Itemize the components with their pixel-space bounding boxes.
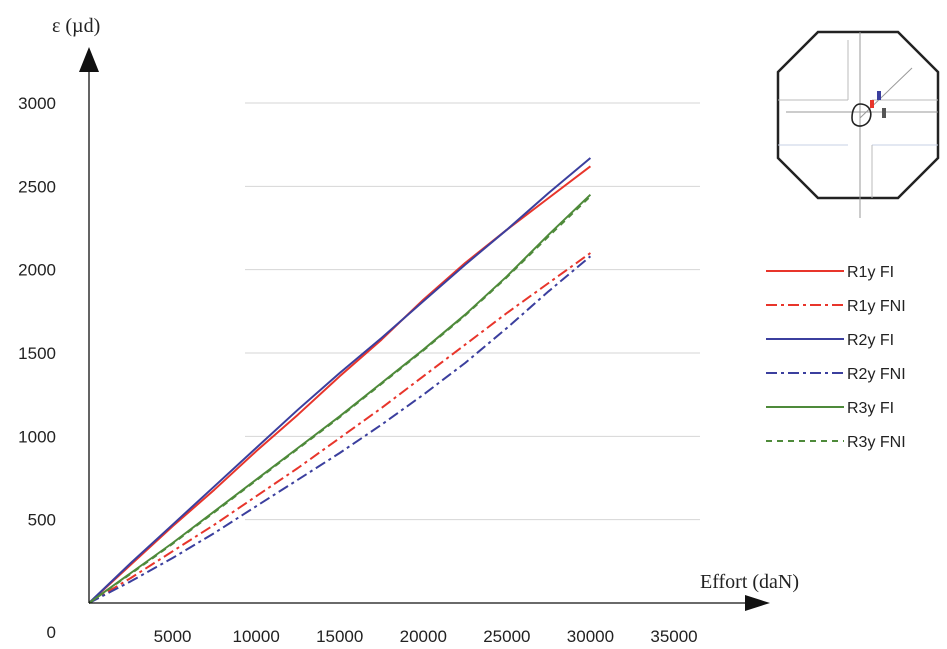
y-axis-title: ε (µd) [52,15,100,37]
series-line-4 [88,193,592,604]
x-tick-label-5: 30000 [567,627,614,646]
hole-outline [851,103,872,127]
y-tick-label-5: 2500 [18,177,56,196]
y-tick-label-3: 1500 [18,344,56,363]
octagon-outline [776,30,940,200]
series-line-5 [88,195,592,604]
x-tick-label-3: 20000 [400,627,447,646]
y-tick-labels: 0 500 1000 1500 2000 2500 3000 [18,94,56,642]
x-tick-label-2: 15000 [316,627,363,646]
x-tick-label-1: 10000 [233,627,280,646]
axes [79,47,770,611]
series-lines [88,157,592,604]
legend-label-2: R2y FI [847,332,894,349]
gauge-r3-mark [882,108,886,118]
y-tick-label-4: 2000 [18,261,56,280]
y-tick-label-6: 3000 [18,94,56,113]
x-tick-label-0: 5000 [154,627,192,646]
x-tick-label-6: 35000 [650,627,697,646]
series-line-2 [88,157,592,604]
y-tick-label-1: 500 [28,511,56,530]
x-axis-arrow [745,595,770,611]
series-line-3 [88,255,592,604]
gauge-r2-mark [877,91,881,100]
series-line-0 [88,165,592,604]
gauge-r1-mark [870,100,874,108]
legend-label-4: R3y FI [847,400,894,417]
legend: R1y FI R1y FNI R2y FI R2y FNI R3y FI R3y FNI [766,264,906,451]
legend-label-0: R1y FI [847,264,894,281]
legend-label-1: R1y FNI [847,298,906,315]
x-tick-labels: 5000 10000 15000 20000 25000 30000 35000 [154,627,698,646]
y-tick-label-2: 1000 [18,427,56,446]
x-axis-title: Effort (daN) [700,571,799,593]
grid-lines [245,102,700,521]
legend-label-3: R2y FNI [847,366,906,383]
diagonal-line [859,67,913,119]
y-axis-arrow [79,47,99,72]
series-line-1 [88,252,591,604]
x-tick-label-4: 25000 [483,627,530,646]
y-tick-label-0: 0 [47,623,56,642]
legend-label-5: R3y FNI [847,434,906,451]
gauge-location-diagram [776,30,940,218]
